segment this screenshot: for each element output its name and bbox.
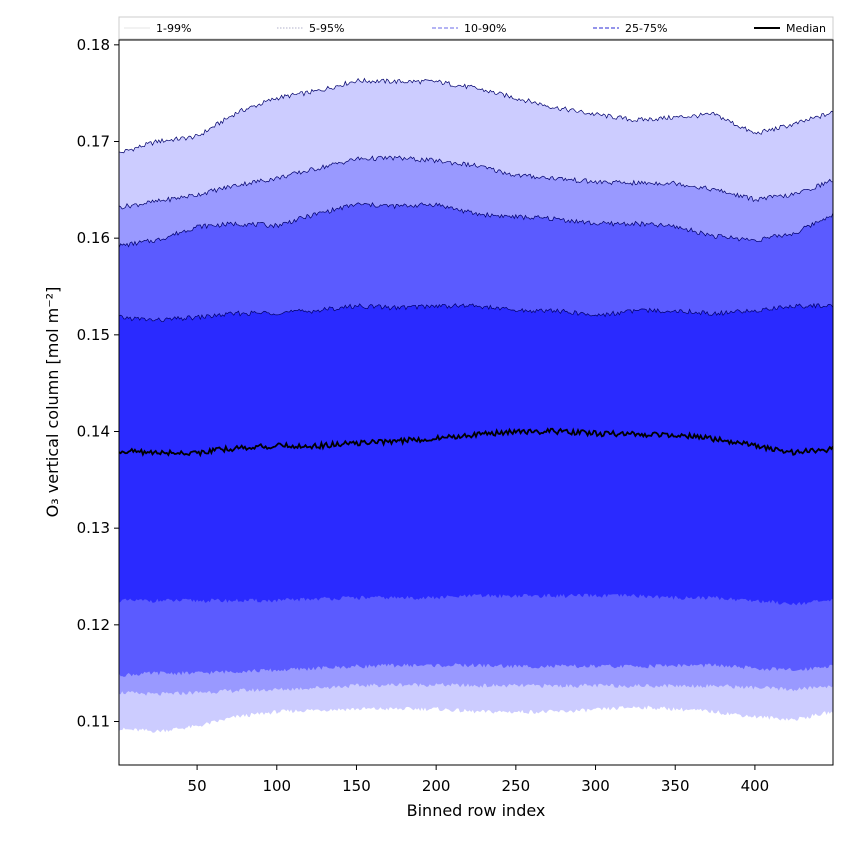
median-line [119, 427, 833, 458]
y-axis-label: O₃ vertical column [mol m⁻²] [43, 287, 62, 518]
legend-label: 5-95% [309, 22, 344, 35]
lines-layer [119, 77, 833, 458]
legend: 1-99% 5-95% 10-90% 25-75% Median [118, 16, 834, 40]
y-axis: 0.11 0.12 0.13 0.14 0.15 0.16 0.17 0.18 [77, 36, 119, 731]
y-tick-label: 0.15 [77, 326, 110, 344]
legend-frame [118, 16, 834, 40]
x-tick-label: 300 [581, 777, 610, 795]
band-upper-edge-1-99% [119, 77, 833, 154]
y-tick-label: 0.12 [77, 616, 110, 634]
band-upper-edge-10-90% [119, 202, 833, 248]
x-tick-label: 150 [342, 777, 371, 795]
y-tick-label: 0.18 [77, 36, 110, 54]
x-tick-label: 250 [502, 777, 531, 795]
x-tick-label: 350 [661, 777, 690, 795]
x-tick-label: 50 [188, 777, 207, 795]
band-25-75% [119, 303, 833, 606]
y-tick-label: 0.13 [77, 519, 110, 537]
plot-frame [118, 39, 834, 766]
x-tick-label: 400 [741, 777, 770, 795]
x-tick-label: 100 [262, 777, 291, 795]
y-tick-label: 0.17 [77, 133, 110, 151]
y-tick-label: 0.14 [77, 423, 110, 441]
bands-layer [119, 78, 833, 733]
x-axis-label: Binned row index [407, 801, 546, 820]
legend-label: Median [786, 22, 826, 35]
y-tick-label: 0.16 [77, 229, 110, 247]
x-axis: 50 100 150 200 250 300 350 400 [188, 765, 770, 795]
legend-label: 10-90% [464, 22, 506, 35]
legend-label: 1-99% [156, 22, 191, 35]
band-upper-edge-5-95% [119, 155, 833, 210]
legend-label: 25-75% [625, 22, 667, 35]
x-tick-label: 200 [422, 777, 451, 795]
band-upper-edge-25-75% [119, 302, 833, 323]
y-tick-label: 0.11 [77, 713, 110, 731]
